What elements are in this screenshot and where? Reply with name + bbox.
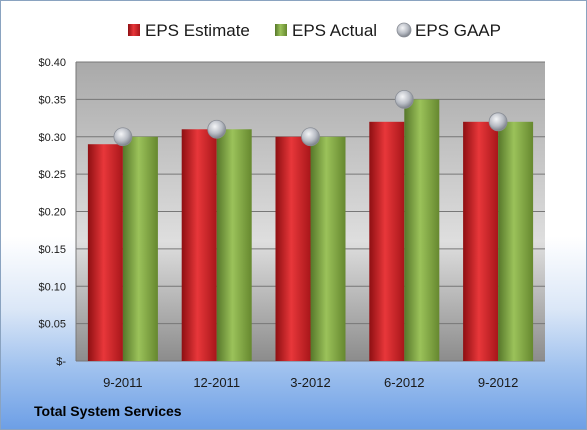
bar-eps-actual [404, 99, 440, 361]
y-tick-label: $0.25 [38, 169, 66, 181]
legend-label: EPS Actual [292, 21, 377, 40]
y-tick-label: $0.30 [38, 132, 66, 144]
legend-label: EPS GAAP [415, 21, 501, 40]
point-eps-gaap [207, 119, 227, 139]
legend-label: EPS Estimate [145, 21, 250, 40]
bar-eps-estimate [87, 144, 123, 361]
x-tick-label: 6-2012 [384, 375, 424, 390]
x-tick-label: 3-2012 [290, 375, 330, 390]
plot-area: $- $0.05 $0.10 $0.15 $0.20 $0.25 $0.30 $0.35 $0.… [38, 57, 545, 390]
company-name: Total System Services [34, 403, 182, 419]
bar-eps-actual [498, 121, 534, 361]
point-eps-gaap [394, 89, 414, 109]
legend-swatch-eps-estimate [128, 24, 140, 36]
legend-swatch-eps-actual [275, 24, 287, 36]
y-tick-label: $0.35 [38, 94, 66, 106]
bar-eps-estimate [369, 121, 405, 361]
bar-eps-actual [216, 129, 252, 361]
legend: EPS Estimate EPS Actual EPS GAAP [128, 21, 501, 40]
x-tick-label: 9-2012 [478, 375, 518, 390]
y-tick-label: $0.05 [38, 319, 66, 331]
point-eps-gaap [301, 127, 320, 147]
x-tick-label: 9-2011 [103, 375, 143, 390]
bar-eps-estimate [463, 121, 499, 361]
bar-eps-estimate [275, 136, 311, 361]
x-tick-label: 12-2011 [193, 375, 240, 390]
y-tick-label: $- [56, 356, 66, 368]
bar-eps-actual [122, 136, 158, 361]
bar-eps-actual [310, 136, 346, 361]
y-tick-label: $0.15 [38, 244, 66, 256]
legend-swatch-eps-gaap [396, 22, 412, 38]
y-tick-label: $0.10 [38, 281, 66, 293]
y-tick-label: $0.20 [38, 207, 66, 219]
y-tick-label: $0.40 [38, 57, 66, 69]
point-eps-gaap [488, 112, 508, 132]
point-eps-gaap [113, 127, 133, 147]
bar-eps-estimate [181, 129, 217, 361]
